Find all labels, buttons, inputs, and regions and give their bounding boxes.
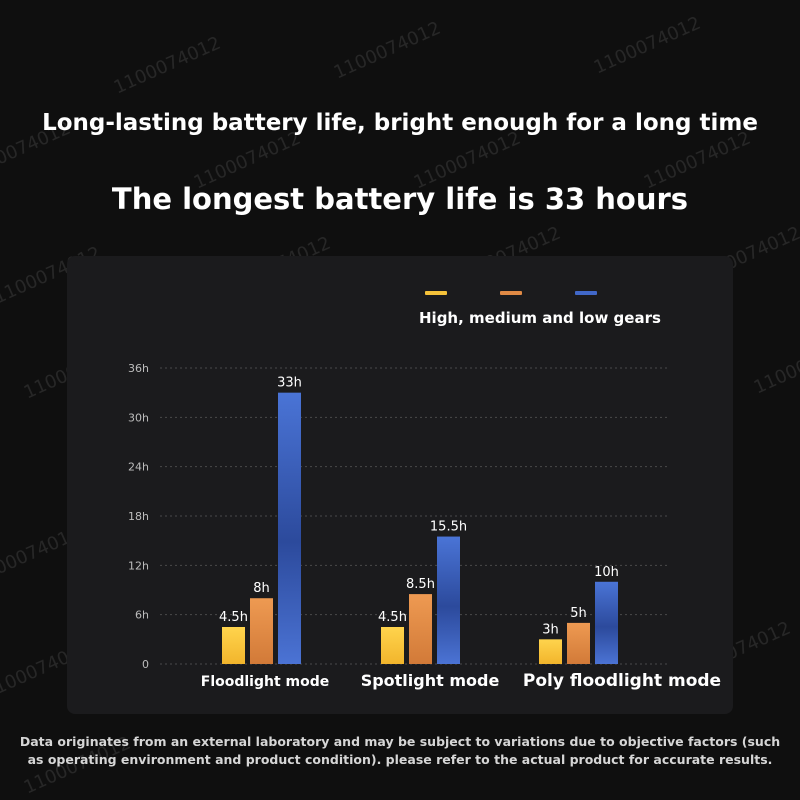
y-tick-label: 0 bbox=[142, 658, 149, 671]
y-tick-label: 12h bbox=[128, 559, 149, 572]
legend-swatch-0 bbox=[425, 291, 447, 295]
data-label: 4.5h bbox=[219, 610, 248, 625]
legend-swatch-1 bbox=[500, 291, 522, 295]
y-tick-label: 24h bbox=[128, 461, 149, 474]
chart-grid: 0 6h 12h 18h 24h 30h 36h bbox=[128, 362, 667, 671]
bar-2-2 bbox=[595, 581, 618, 664]
bar-2-0 bbox=[278, 392, 301, 664]
legend-swatch-2 bbox=[575, 291, 597, 295]
bar-0-1 bbox=[381, 627, 404, 664]
subheadline: The longest battery life is 33 hours bbox=[111, 182, 689, 216]
watermark-text: 1100074012 bbox=[750, 332, 800, 399]
data-label: 3h bbox=[542, 622, 559, 637]
chart-bars: 4.5h 8h 33h 4.5h 8.5h 15.5h 3h 5h 10h bbox=[219, 376, 619, 664]
watermark-text: 1100074012 bbox=[330, 17, 444, 84]
bar-1-2 bbox=[567, 622, 590, 664]
bar-0-2 bbox=[539, 639, 562, 664]
watermark-text: 1100074012 bbox=[110, 32, 224, 99]
data-label: 15.5h bbox=[430, 520, 467, 535]
bar-0-0 bbox=[222, 627, 245, 664]
bar-chart: High, medium and low gears 0 6h 12h 18h 24h 3… bbox=[128, 291, 721, 691]
data-label: 33h bbox=[277, 376, 302, 391]
data-label: 5h bbox=[570, 606, 587, 621]
data-label: 8h bbox=[253, 581, 270, 596]
bar-1-1 bbox=[409, 594, 432, 664]
watermark-text: 1100074012 bbox=[590, 12, 704, 79]
data-label: 4.5h bbox=[378, 610, 407, 625]
y-tick-label: 18h bbox=[128, 510, 149, 523]
chart-x-labels: Floodlight mode Spotlight mode Poly floodl… bbox=[201, 671, 721, 691]
data-label: 8.5h bbox=[406, 577, 435, 592]
data-label: 10h bbox=[594, 565, 619, 580]
bar-1-0 bbox=[250, 598, 273, 664]
chart-panel: High, medium and low gears 0 6h 12h 18h 24h 3… bbox=[67, 256, 733, 714]
y-tick-label: 30h bbox=[128, 411, 149, 424]
bar-2-1 bbox=[437, 536, 460, 664]
headline: Long-lasting battery life, bright enough… bbox=[42, 110, 758, 136]
y-tick-label: 6h bbox=[135, 609, 149, 622]
y-tick-label: 36h bbox=[128, 362, 149, 375]
chart-legend: High, medium and low gears bbox=[419, 291, 661, 327]
x-category-label: Floodlight mode bbox=[201, 674, 330, 690]
x-category-label: Spotlight mode bbox=[361, 671, 500, 690]
footnote: Data originates from an external laborat… bbox=[19, 734, 781, 767]
legend-title: High, medium and low gears bbox=[419, 309, 661, 327]
x-category-label: Poly floodlight mode bbox=[523, 671, 721, 691]
